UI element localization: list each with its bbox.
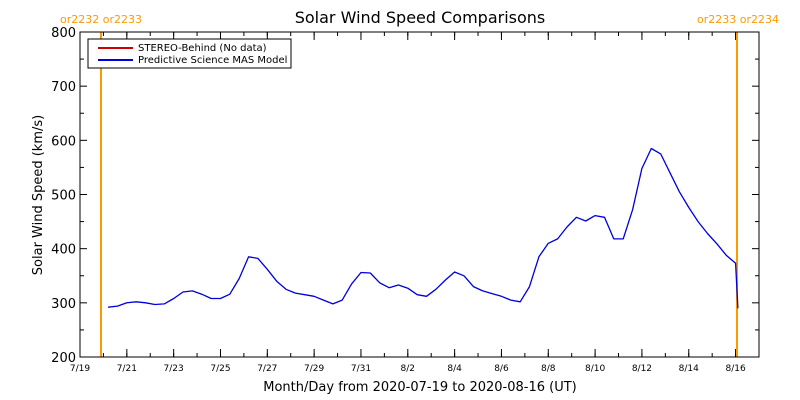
x-tick-label: 7/21 xyxy=(117,364,137,374)
y-tick-label: 800 xyxy=(51,26,76,41)
x-tick-label: 7/23 xyxy=(164,364,184,374)
x-tick-label: 8/4 xyxy=(447,364,462,374)
y-axis-ticks: 200 300 400 500 600 700 800 xyxy=(51,26,759,366)
plot-frame xyxy=(79,31,760,358)
x-tick-label: 8/14 xyxy=(679,364,699,374)
y-tick-label: 600 xyxy=(51,134,76,149)
legend-box xyxy=(87,38,292,69)
x-tick-label: 7/19 xyxy=(70,364,90,374)
x-tick-label: 7/31 xyxy=(351,364,371,374)
right-rotation-label: or2233 or2234 xyxy=(697,13,779,26)
y-tick-label: 200 xyxy=(51,351,76,366)
series-group xyxy=(108,147,739,309)
y-tick-label: 400 xyxy=(51,243,76,258)
legend-label-stereo: STEREO-Behind (No data) xyxy=(138,43,267,54)
y-axis-label: Solar Wind Speed (km/s) xyxy=(31,115,46,275)
x-axis-ticks: 7/19 7/21 7/23 7/25 7/27 7/29 7/31 8/2 8/4 8/6 8/8… xyxy=(70,32,760,374)
x-tick-label: 8/12 xyxy=(632,364,652,374)
legend-label-mas: Predictive Science MAS Model xyxy=(138,55,287,66)
y-tick-label: 700 xyxy=(51,80,76,95)
legend: STEREO-Behind (No data) Predictive Scien… xyxy=(87,38,292,69)
x-tick-label: 7/29 xyxy=(304,364,324,374)
chart-title: Solar Wind Speed Comparisons xyxy=(295,8,546,27)
x-tick-label: 8/8 xyxy=(541,364,556,374)
x-axis-label: Month/Day from 2020-07-19 to 2020-08-16 … xyxy=(263,380,576,395)
y-tick-label: 300 xyxy=(51,297,76,312)
x-tick-label: 7/27 xyxy=(257,364,277,374)
x-tick-label: 8/2 xyxy=(401,364,415,374)
x-tick-label: 7/25 xyxy=(210,364,230,374)
x-tick-label: 8/16 xyxy=(725,364,745,374)
y-tick-label: 500 xyxy=(51,189,76,204)
series-line-1 xyxy=(108,147,739,309)
left-rotation-label: or2232 or2233 xyxy=(60,13,142,26)
x-tick-label: 8/6 xyxy=(494,364,509,374)
x-tick-label: 8/10 xyxy=(585,364,605,374)
